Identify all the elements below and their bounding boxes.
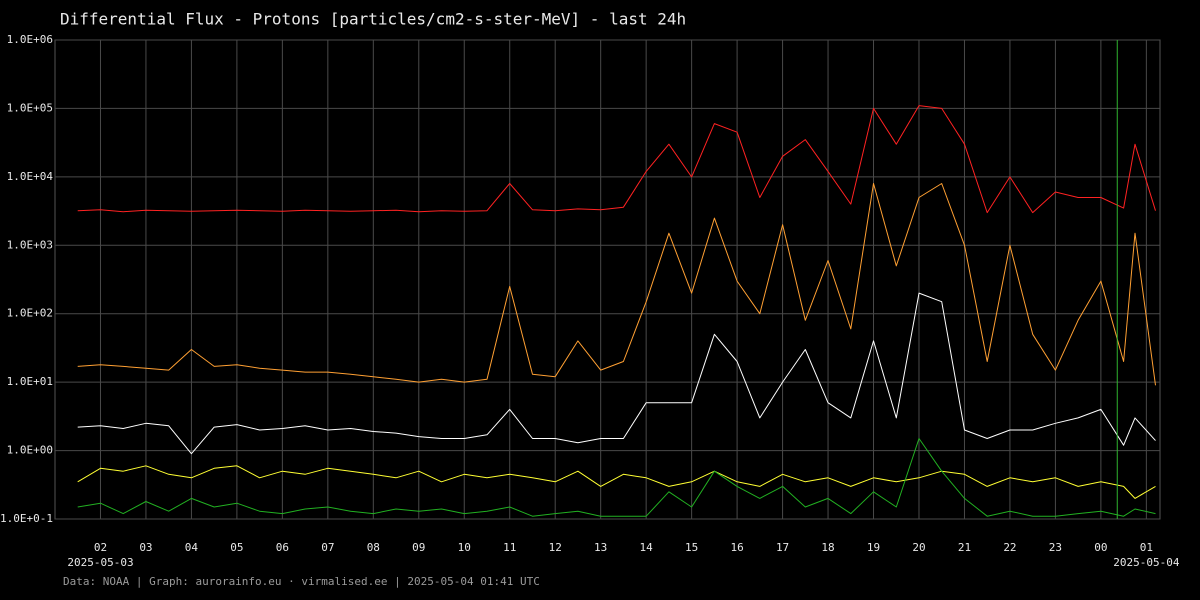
x-tick-label: 08: [367, 541, 380, 554]
series-line: [77, 183, 1156, 386]
x-tick-label: 22: [1003, 541, 1016, 554]
y-tick-label: 1.0E+02: [7, 307, 53, 320]
x-tick-label: 07: [321, 541, 334, 554]
source-note: Data: NOAA | Graph: aurorainfo.eu · virm…: [63, 575, 540, 588]
x-tick-label: 11: [503, 541, 516, 554]
series-line: [77, 465, 1156, 499]
y-tick-label: 1.0E+00: [7, 444, 53, 457]
x-tick-label: 21: [958, 541, 971, 554]
x-tick-label: 02: [94, 541, 107, 554]
x-tick-label: 03: [139, 541, 152, 554]
x-tick-label: 12: [549, 541, 562, 554]
x-tick-label: 09: [412, 541, 425, 554]
x-tick-label: 20: [912, 541, 925, 554]
y-tick-label: 1.0E+01: [7, 375, 53, 388]
plot-area: [54, 39, 1161, 520]
x-tick-label: 05: [230, 541, 243, 554]
x-tick-label: 19: [867, 541, 880, 554]
x-tick-label: 00: [1094, 541, 1107, 554]
x-tick-label: 23: [1049, 541, 1062, 554]
x-tick-label: 14: [640, 541, 654, 554]
chart-title: Differential Flux - Protons [particles/c…: [60, 10, 686, 29]
y-tick-label: 1.0E+0-1: [0, 512, 53, 525]
x-tick-label: 06: [276, 541, 289, 554]
y-tick-label: 1.0E+06: [7, 33, 53, 46]
x-tick-label: 13: [594, 541, 607, 554]
x-tick-label: 10: [458, 541, 471, 554]
x-tick-label: 17: [776, 541, 789, 554]
x-date-label: 2025-05-03: [67, 556, 133, 569]
x-tick-label: 01: [1140, 541, 1153, 554]
y-tick-label: 1.0E+03: [7, 238, 53, 251]
y-tick-label: 1.0E+04: [7, 170, 54, 183]
x-tick-label: 15: [685, 541, 698, 554]
x-tick-label: 16: [730, 541, 743, 554]
series-line: [77, 105, 1156, 214]
y-tick-label: 1.0E+05: [7, 101, 53, 114]
x-tick-label: 04: [185, 541, 199, 554]
series-line: [77, 438, 1156, 517]
x-tick-label: 18: [821, 541, 834, 554]
series-line: [77, 292, 1156, 455]
x-date-label: 2025-05-04: [1113, 556, 1180, 569]
